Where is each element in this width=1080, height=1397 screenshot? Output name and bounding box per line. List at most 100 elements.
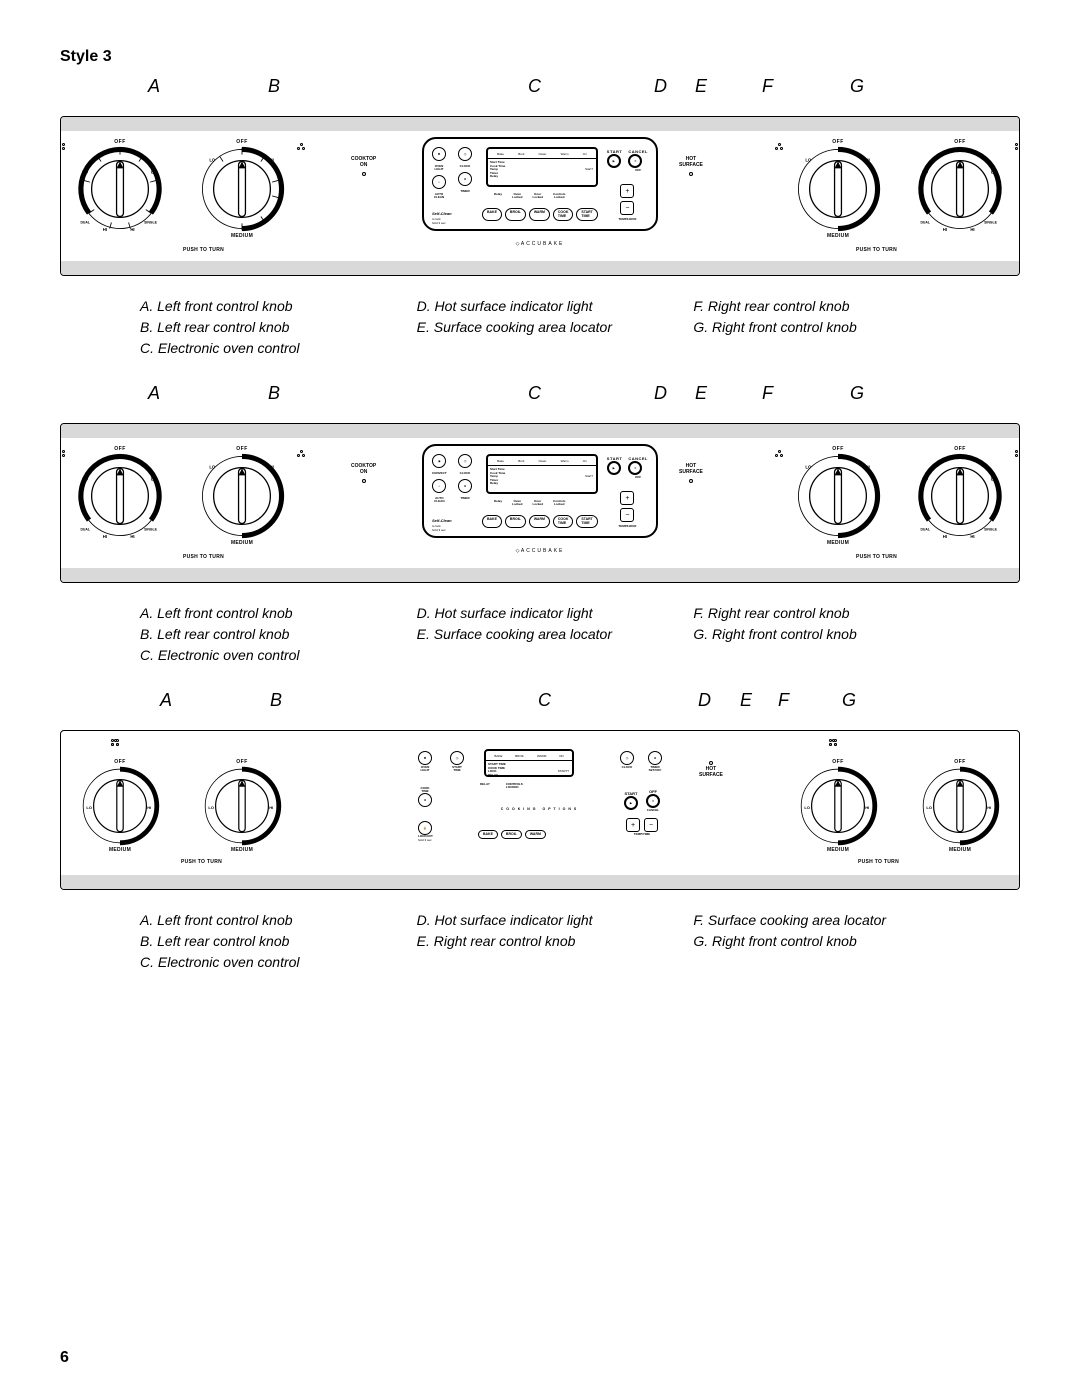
- control-panel-3: OFF LOHI MEDIUM OFF LOHI MEDIUM PUSH TO …: [60, 730, 1020, 890]
- temp-up-button[interactable]: +: [626, 818, 640, 832]
- svg-text:HI: HI: [270, 464, 274, 469]
- temp-up-button[interactable]: +: [620, 491, 634, 505]
- temp-down-button[interactable]: −: [620, 201, 634, 215]
- knob-b: OFF LOHI MEDIUM: [193, 446, 291, 546]
- knob-a: OFF: [71, 139, 169, 239]
- label-g: G: [850, 76, 864, 97]
- timer-button[interactable]: ⧗: [458, 172, 472, 186]
- cancel-button[interactable]: ✕: [628, 154, 642, 168]
- page-number: 6: [60, 1349, 69, 1367]
- timer-button[interactable]: ⧗: [458, 479, 472, 493]
- svg-text:HI: HI: [865, 805, 869, 810]
- control-panel-2: OFF LOLODUALSINGLEHIHI OFF LOHI MEDIUM P…: [60, 423, 1020, 583]
- panel-section-2: A B C D E F G OFF: [60, 383, 1020, 666]
- svg-text:LO: LO: [805, 157, 812, 162]
- letter-labels-row: A B C D E F G: [60, 383, 1020, 405]
- lcd-display: BakeBroilCleanWarmOn Start TimeCook Time…: [486, 147, 598, 187]
- svg-text:LO: LO: [804, 805, 810, 810]
- knob-b: OFF: [193, 139, 291, 239]
- style-heading: Style 3: [60, 48, 1020, 66]
- accubake-label: ACCUBAKE: [516, 241, 565, 247]
- bake-button[interactable]: BAKE: [482, 208, 502, 221]
- warm-button[interactable]: WARM: [529, 208, 550, 221]
- oven-light-button[interactable]: ✱: [418, 751, 432, 765]
- hot-surface-label: HOTSURFACE: [679, 157, 703, 176]
- lockout-button[interactable]: 🔒: [418, 821, 432, 835]
- caption-row-1: A. Left front control knobB. Left rear c…: [60, 296, 1020, 359]
- svg-text:LO: LO: [86, 805, 92, 810]
- svg-text:HI: HI: [130, 534, 134, 539]
- clock-button[interactable]: ◷: [458, 454, 472, 468]
- start-time-button[interactable]: STARTTIME: [576, 208, 597, 221]
- temp-down-button[interactable]: −: [644, 818, 658, 832]
- knob-g: OFFLOLODUALSINGLEHIHI: [911, 446, 1009, 546]
- cancel-button[interactable]: ✕: [646, 794, 660, 808]
- svg-text:LO: LO: [922, 477, 929, 482]
- svg-text:LO: LO: [209, 464, 216, 469]
- right-knob-group: OFF LO HI MEDIUM: [789, 139, 1009, 239]
- knob-f: OFF LO HI MEDIUM: [789, 139, 887, 239]
- cancel-button[interactable]: ✕: [628, 461, 642, 475]
- svg-text:HI: HI: [943, 227, 947, 232]
- label-c: C: [528, 76, 541, 97]
- cook-time-button[interactable]: ⧗: [418, 793, 432, 807]
- start-time-button[interactable]: STARTTIME: [576, 515, 597, 528]
- warm-button[interactable]: WARM: [525, 830, 546, 840]
- convect-button[interactable]: ◉: [432, 454, 446, 468]
- svg-text:HI: HI: [147, 805, 151, 810]
- svg-text:HI: HI: [866, 157, 870, 162]
- warm-button[interactable]: WARM: [529, 515, 550, 528]
- knob-dial-icon: LOLO DUALSINGLE HIHI: [917, 146, 1003, 232]
- start-time-button[interactable]: ◷: [450, 751, 464, 765]
- temp-down-button[interactable]: −: [620, 508, 634, 522]
- oven-light-button[interactable]: ✱: [432, 147, 446, 161]
- label-a: A: [148, 76, 160, 97]
- start-button[interactable]: ▶: [624, 796, 638, 810]
- svg-text:HI: HI: [943, 534, 947, 539]
- push-to-turn-label: PUSH TO TURN: [183, 247, 224, 253]
- svg-text:HI: HI: [103, 534, 107, 539]
- knob-dial-icon: LO LO DUAL SINGLE HI HI: [77, 146, 163, 232]
- panel-top-shade: [61, 117, 1019, 131]
- mode-pill-row: BAKE BROIL WARM COOKTIME STARTTIME: [482, 208, 598, 221]
- clock-button[interactable]: ◷: [620, 751, 634, 765]
- panel-section-3: A B C D E F G OFF: [60, 690, 1020, 973]
- start-cancel-group: START▶ CANCEL✕OFF + − TEMP/HOUR: [607, 147, 648, 221]
- knob-dial-icon: LO HI: [199, 146, 285, 232]
- svg-text:LO: LO: [151, 477, 158, 482]
- timer-setoff-button[interactable]: ⧗: [648, 751, 662, 765]
- label-d: D: [654, 76, 667, 97]
- svg-text:DUAL: DUAL: [920, 220, 930, 224]
- electronic-oven-control: ✱OVENLIGHT ◷STARTTIME COOKTIME⧗ 🔒 LOCKOU…: [410, 745, 670, 855]
- broil-button[interactable]: BROIL: [501, 830, 522, 840]
- svg-text:HI: HI: [269, 805, 273, 810]
- caption-row-3: A. Left front control knobB. Left rear c…: [60, 910, 1020, 973]
- svg-text:LO: LO: [82, 477, 89, 482]
- temp-up-button[interactable]: +: [620, 184, 634, 198]
- auto-clean-button[interactable]: ⌂: [432, 479, 446, 493]
- start-button[interactable]: ▶: [607, 461, 621, 475]
- svg-text:DUAL: DUAL: [80, 527, 90, 531]
- svg-text:LO: LO: [151, 170, 158, 175]
- svg-text:SINGLE: SINGLE: [144, 220, 158, 224]
- svg-text:HI: HI: [866, 464, 870, 469]
- auto-clean-button[interactable]: ⌂: [432, 175, 446, 189]
- label-b: B: [268, 76, 280, 97]
- svg-text:DUAL: DUAL: [80, 220, 90, 224]
- start-button[interactable]: ▶: [607, 154, 621, 168]
- bake-button[interactable]: BAKE: [482, 515, 502, 528]
- caption-row-2: A. Left front control knobB. Left rear c…: [60, 603, 1020, 666]
- clock-button[interactable]: ◷: [458, 147, 472, 161]
- cook-time-button[interactable]: COOKTIME: [553, 208, 574, 221]
- svg-text:HI: HI: [130, 227, 134, 232]
- knob-g: OFF LOHI MEDIUM: [911, 749, 1009, 853]
- svg-text:HI: HI: [270, 157, 274, 162]
- panel-bottom-shedge: [61, 261, 1019, 275]
- knob-dial-icon: LO HI: [795, 146, 881, 232]
- broil-button[interactable]: BROIL: [505, 515, 526, 528]
- broil-button[interactable]: BROIL: [505, 208, 526, 221]
- panel-section-1: A B C D E F G: [60, 76, 1020, 359]
- bake-button[interactable]: BAKE: [478, 830, 498, 840]
- cook-time-button[interactable]: COOKTIME: [553, 515, 574, 528]
- svg-text:LO: LO: [208, 805, 214, 810]
